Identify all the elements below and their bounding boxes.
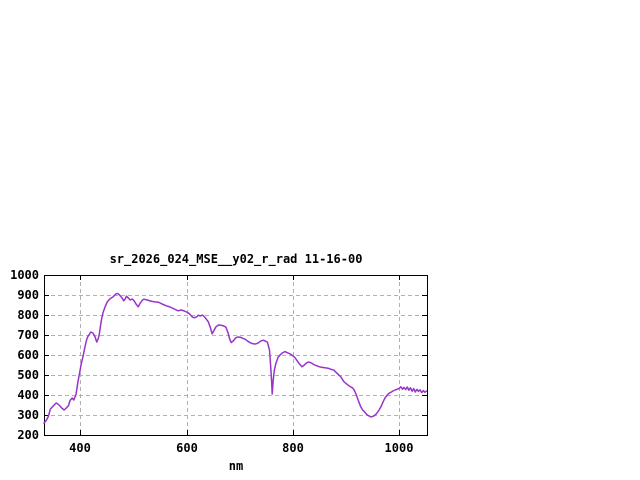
series-line-group bbox=[43, 292, 428, 424]
x-tick-label: 800 bbox=[282, 441, 304, 455]
y-tick-label: 600 bbox=[17, 348, 39, 362]
y-tick-label: 1000 bbox=[10, 268, 39, 282]
x-tick-label: 400 bbox=[69, 441, 91, 455]
y-tick-label: 700 bbox=[17, 328, 39, 342]
x-tick-label: 600 bbox=[176, 441, 198, 455]
chart-title: sr_2026_024_MSE__y02_r_rad 11-16-00 bbox=[110, 252, 363, 267]
y-tick-label: 900 bbox=[17, 288, 39, 302]
x-axis-label: nm bbox=[229, 459, 243, 473]
y-tick-label: 500 bbox=[17, 368, 39, 382]
series-line bbox=[43, 292, 428, 424]
plot-border bbox=[44, 275, 428, 436]
y-tick-label: 300 bbox=[17, 408, 39, 422]
tick-labels: 200 300 400 500 600 700 800 900 1000 400 600 800 100… bbox=[10, 268, 413, 455]
x-tick-label: 1000 bbox=[385, 441, 414, 455]
y-tick-label: 200 bbox=[17, 428, 39, 442]
y-tick-label: 400 bbox=[17, 388, 39, 402]
y-tick-label: 800 bbox=[17, 308, 39, 322]
grid-lines bbox=[44, 275, 427, 435]
